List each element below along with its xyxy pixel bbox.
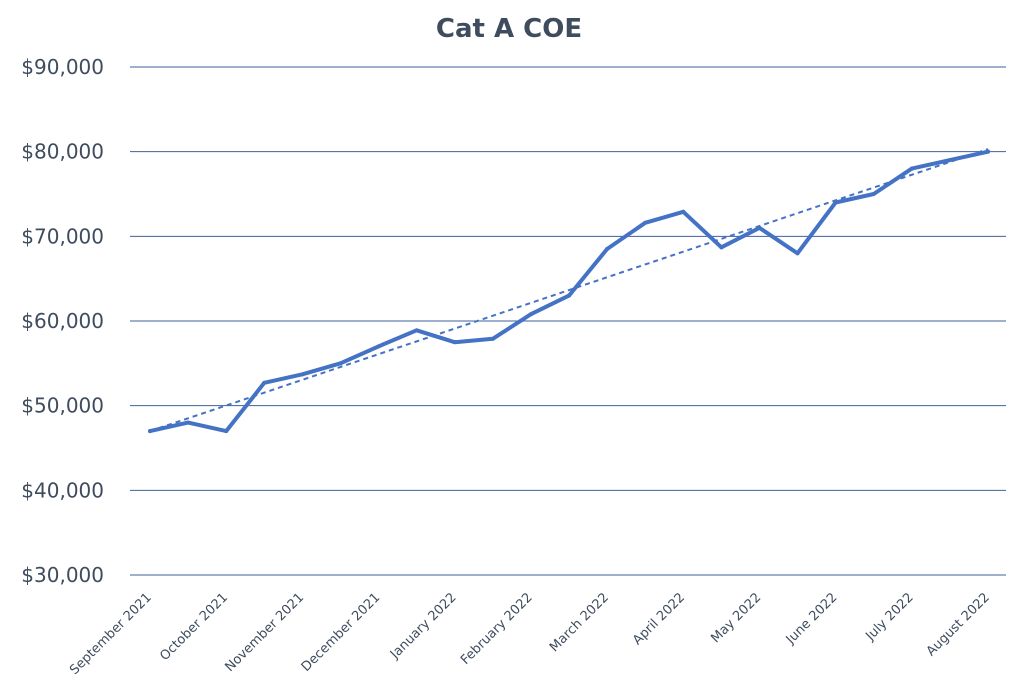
x-tick-label: April 2022 <box>630 590 688 648</box>
data-point <box>452 340 457 345</box>
x-tick-label: July 2022 <box>862 590 916 644</box>
data-point <box>528 312 533 317</box>
data-point <box>414 328 419 333</box>
data-point <box>643 220 648 225</box>
data-point <box>909 166 914 171</box>
y-tick-label: $80,000 <box>21 140 104 164</box>
data-point <box>262 380 267 385</box>
data-point <box>186 420 191 425</box>
series-line <box>148 149 990 434</box>
x-tick-label: October 2021 <box>157 590 231 664</box>
data-point <box>947 158 952 163</box>
data-point <box>681 209 686 214</box>
data-point <box>719 245 724 250</box>
data-point <box>338 361 343 366</box>
y-tick-label: $40,000 <box>21 478 104 502</box>
data-point <box>871 192 876 196</box>
y-tick-label: $90,000 <box>21 55 104 79</box>
data-point <box>300 372 305 377</box>
x-tick-label: February 2022 <box>458 590 536 668</box>
data-point <box>224 429 229 434</box>
data-point <box>376 344 381 349</box>
data-point <box>490 336 495 341</box>
x-tick-label: December 2021 <box>299 590 384 675</box>
y-tick-label: $30,000 <box>21 563 104 587</box>
trendline <box>149 148 989 433</box>
y-tick-label: $60,000 <box>21 309 104 333</box>
data-point <box>567 293 571 298</box>
data-point <box>795 251 800 256</box>
data-point <box>605 247 610 252</box>
x-tick-label: May 2022 <box>708 590 764 646</box>
x-tick-label: June 2022 <box>783 590 841 648</box>
x-tick-label: March 2022 <box>547 590 612 655</box>
x-tick-label: November 2021 <box>222 590 307 675</box>
y-tick-label: $70,000 <box>21 224 104 248</box>
y-tick-label: $50,000 <box>21 394 104 418</box>
x-tick-label: January 2022 <box>387 590 459 662</box>
x-tick-label: August 2022 <box>924 590 993 659</box>
x-tick-label: September 2021 <box>67 590 155 678</box>
chart-title: Cat A COE <box>435 14 583 44</box>
data-point <box>986 149 990 154</box>
